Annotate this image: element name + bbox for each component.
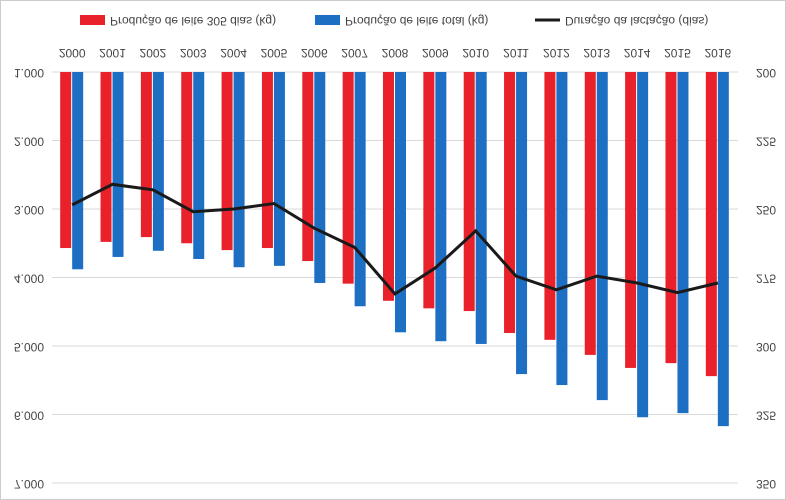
- bar: [637, 72, 649, 418]
- bar: [665, 72, 677, 364]
- bar: [475, 72, 487, 344]
- y-tick-label: 6.000: [14, 408, 44, 422]
- bar: [72, 72, 84, 270]
- chart-body: 1.0002.0003.0004.0005.0006.0007.00020022…: [14, 14, 776, 491]
- x-tick-label: 2014: [624, 46, 651, 60]
- x-tick-label: 2016: [704, 46, 731, 60]
- bar: [463, 72, 475, 312]
- y2-tick-label: 325: [756, 408, 776, 422]
- y2-tick-label: 225: [756, 134, 776, 148]
- bar: [596, 72, 608, 401]
- bar: [435, 72, 447, 342]
- bar: [221, 72, 233, 251]
- x-tick-label: 2011: [503, 46, 529, 60]
- bar: [233, 72, 245, 268]
- y-tick-label: 2.000: [14, 134, 44, 148]
- bar: [152, 72, 164, 251]
- bar: [193, 72, 205, 260]
- bar: [273, 72, 285, 266]
- bar: [342, 72, 354, 284]
- legend-swatch: [80, 15, 105, 25]
- x-tick-label: 2004: [220, 46, 247, 60]
- x-tick-label: 2007: [341, 46, 368, 60]
- bar: [60, 72, 72, 249]
- legend-label: Produção de leite total (kg): [345, 14, 488, 28]
- bar: [354, 72, 366, 307]
- bar: [383, 72, 394, 301]
- x-tick-label: 2012: [543, 46, 570, 60]
- y2-tick-label: 200: [756, 66, 776, 80]
- bar: [261, 72, 273, 249]
- bar: [100, 72, 112, 242]
- legend-swatch: [315, 15, 340, 25]
- x-tick-label: 2013: [583, 46, 610, 60]
- x-tick-label: 2003: [180, 46, 207, 60]
- bar: [677, 72, 689, 414]
- bar: [544, 72, 556, 340]
- x-tick-label: 2009: [422, 46, 449, 60]
- x-tick-label: 2010: [462, 46, 489, 60]
- bar: [395, 72, 406, 333]
- y2-tick-label: 350: [756, 477, 776, 491]
- bar: [625, 72, 637, 368]
- x-tick-label: 2000: [59, 46, 86, 60]
- bar: [516, 72, 528, 375]
- bar: [112, 72, 124, 257]
- y2-tick-label: 250: [756, 203, 776, 217]
- y-tick-label: 4.000: [14, 271, 44, 285]
- bar: [504, 72, 516, 333]
- bar: [181, 72, 193, 244]
- bar: [717, 72, 729, 427]
- line: [71, 182, 719, 296]
- y2-tick-label: 300: [756, 340, 776, 354]
- x-tick-label: 2015: [664, 46, 691, 60]
- bar: [302, 72, 314, 262]
- bar: [705, 72, 717, 377]
- y-tick-label: 1.000: [14, 66, 44, 80]
- bar: [423, 72, 435, 309]
- x-tick-label: 2002: [140, 46, 167, 60]
- bar: [314, 72, 326, 283]
- legend-label: Duração da lactação (dias): [565, 14, 708, 28]
- y-tick-label: 3.000: [14, 203, 44, 217]
- x-tick-label: 2001: [99, 46, 126, 60]
- y2-tick-label: 275: [756, 271, 776, 285]
- bar: [556, 72, 568, 386]
- bar: [140, 72, 152, 238]
- y-tick-label: 7.000: [14, 477, 44, 491]
- x-tick-label: 2005: [261, 46, 288, 60]
- y-tick-label: 5.000: [14, 340, 44, 354]
- x-tick-label: 2008: [382, 46, 409, 60]
- legend-label: Produção de leite 305 dias (kg): [110, 14, 276, 28]
- x-tick-label: 2006: [301, 46, 328, 60]
- bar: [584, 72, 596, 355]
